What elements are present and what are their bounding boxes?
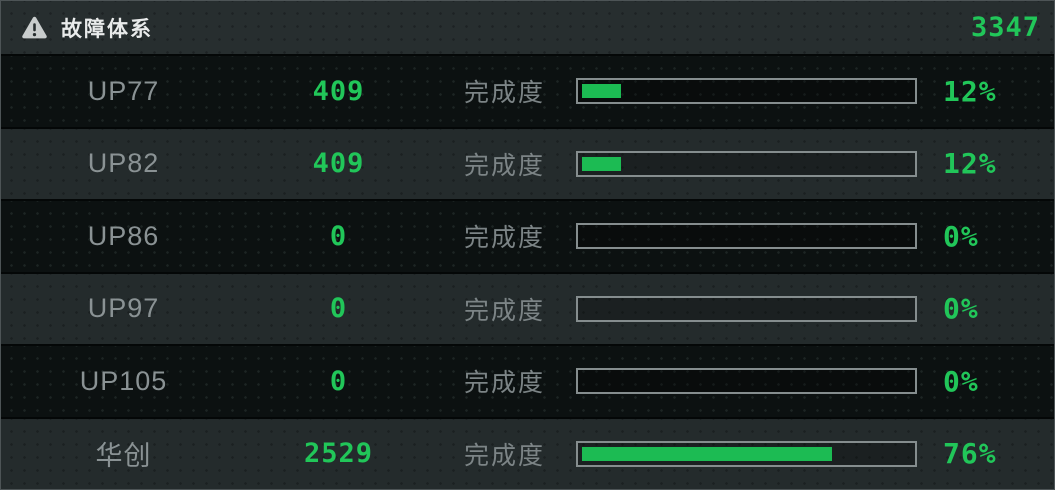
table-row-up86: UP86 0 完成度 0% xyxy=(1,201,1054,272)
table-row-up97: UP97 0 完成度 0% xyxy=(1,273,1054,344)
panel-total-value: 3347 xyxy=(970,12,1040,43)
row-name: UP86 xyxy=(87,220,160,251)
progress-bar xyxy=(576,368,918,395)
panel-title: 故障体系 xyxy=(61,17,153,41)
row-name: UP77 xyxy=(87,75,160,106)
table-row-up82: UP82 409 完成度 12% xyxy=(1,128,1054,199)
row-value: 409 xyxy=(312,148,365,180)
percent-value: 12% xyxy=(943,147,997,181)
row-value: 0 xyxy=(329,365,348,397)
row-value: 0 xyxy=(329,220,348,252)
progress-bar xyxy=(576,150,918,177)
completion-label: 完成度 xyxy=(464,224,546,253)
percent-value: 76% xyxy=(943,437,997,471)
row-name: UP97 xyxy=(87,293,160,324)
table-row-huachuang: 华创 2529 完成度 76% xyxy=(1,418,1054,489)
percent-value: 0% xyxy=(943,219,979,253)
completion-label: 完成度 xyxy=(464,79,546,108)
panel-header: 故障体系 3347 xyxy=(1,1,1054,54)
progress-bar-fill xyxy=(582,156,622,171)
row-name: 华创 xyxy=(95,441,152,472)
progress-bar xyxy=(576,295,918,322)
completion-label: 完成度 xyxy=(464,151,546,180)
warning-triangle-icon xyxy=(21,16,48,40)
percent-value: 0% xyxy=(943,364,979,398)
completion-label: 完成度 xyxy=(464,296,546,325)
progress-bar xyxy=(576,440,918,467)
completion-label: 完成度 xyxy=(464,369,546,398)
percent-value: 0% xyxy=(943,292,979,326)
row-name: UP105 xyxy=(79,365,168,396)
progress-bar-fill xyxy=(582,84,622,99)
progress-bar xyxy=(576,78,918,105)
table-row-up77: UP77 409 完成度 12% xyxy=(1,56,1054,127)
percent-value: 12% xyxy=(943,74,997,108)
row-name: UP82 xyxy=(87,148,160,179)
fault-rows: UP77 409 完成度 12% UP82 409 完成度 12% UP86 0… xyxy=(1,56,1054,489)
table-row-up105: UP105 0 完成度 0% xyxy=(1,346,1054,417)
row-value: 409 xyxy=(312,75,365,107)
completion-label: 完成度 xyxy=(464,441,546,470)
row-value: 0 xyxy=(329,293,348,325)
progress-bar xyxy=(576,223,918,250)
progress-bar-fill xyxy=(582,446,833,461)
row-value: 2529 xyxy=(303,438,374,470)
